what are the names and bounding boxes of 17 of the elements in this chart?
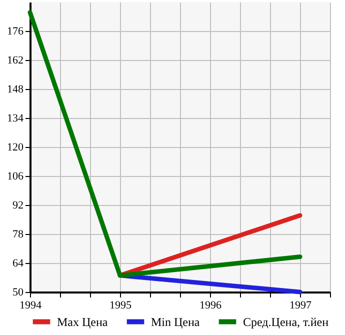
x-tick-label: 1996 bbox=[200, 300, 222, 312]
y-tick-label: 106 bbox=[7, 170, 24, 182]
y-tick-label: 92 bbox=[12, 200, 24, 212]
y-tick-label: 176 bbox=[7, 26, 24, 38]
legend-label: Сред.Цена, т.йен bbox=[243, 314, 330, 329]
y-tick-label: 50 bbox=[12, 286, 24, 298]
y-tick-label: 64 bbox=[12, 258, 24, 270]
x-tick-label: 1995 bbox=[110, 300, 132, 312]
x-tick-label: 1997 bbox=[290, 300, 312, 312]
y-tick-label: 162 bbox=[7, 54, 24, 66]
legend-label: Min Цена bbox=[151, 314, 200, 329]
y-tick-label: 120 bbox=[7, 142, 24, 154]
legend-label: Max Цена bbox=[57, 314, 108, 329]
y-tick-label: 134 bbox=[7, 112, 24, 124]
y-tick-label: 78 bbox=[12, 228, 24, 240]
x-tick-label: 1994 bbox=[20, 300, 42, 312]
y-tick-label: 148 bbox=[7, 84, 24, 96]
